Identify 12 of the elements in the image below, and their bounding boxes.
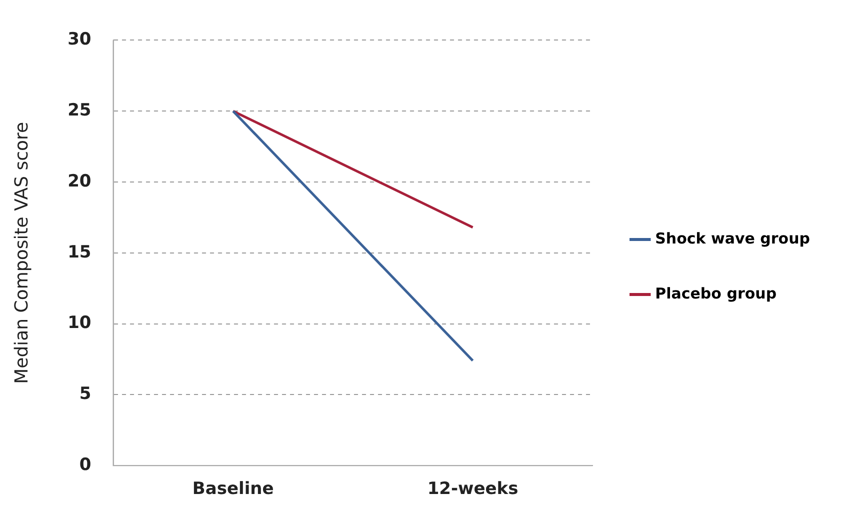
legend-label: Shock wave group [655,229,810,248]
y-tick-label: 0 [79,455,92,476]
y-tick-label: 10 [68,313,92,334]
y-tick-label: 25 [68,100,92,121]
x-tick-label: 12-weeks [427,479,518,500]
legend-label: Placebo group [655,284,777,302]
y-tick-label: 15 [68,242,92,262]
y-axis-title: Median Composite VAS score [11,122,32,384]
y-tick-label: 20 [68,171,92,192]
y-tick-label: 5 [79,384,92,404]
x-tick-label: Baseline [192,479,274,500]
y-tick-label: 30 [68,30,92,50]
